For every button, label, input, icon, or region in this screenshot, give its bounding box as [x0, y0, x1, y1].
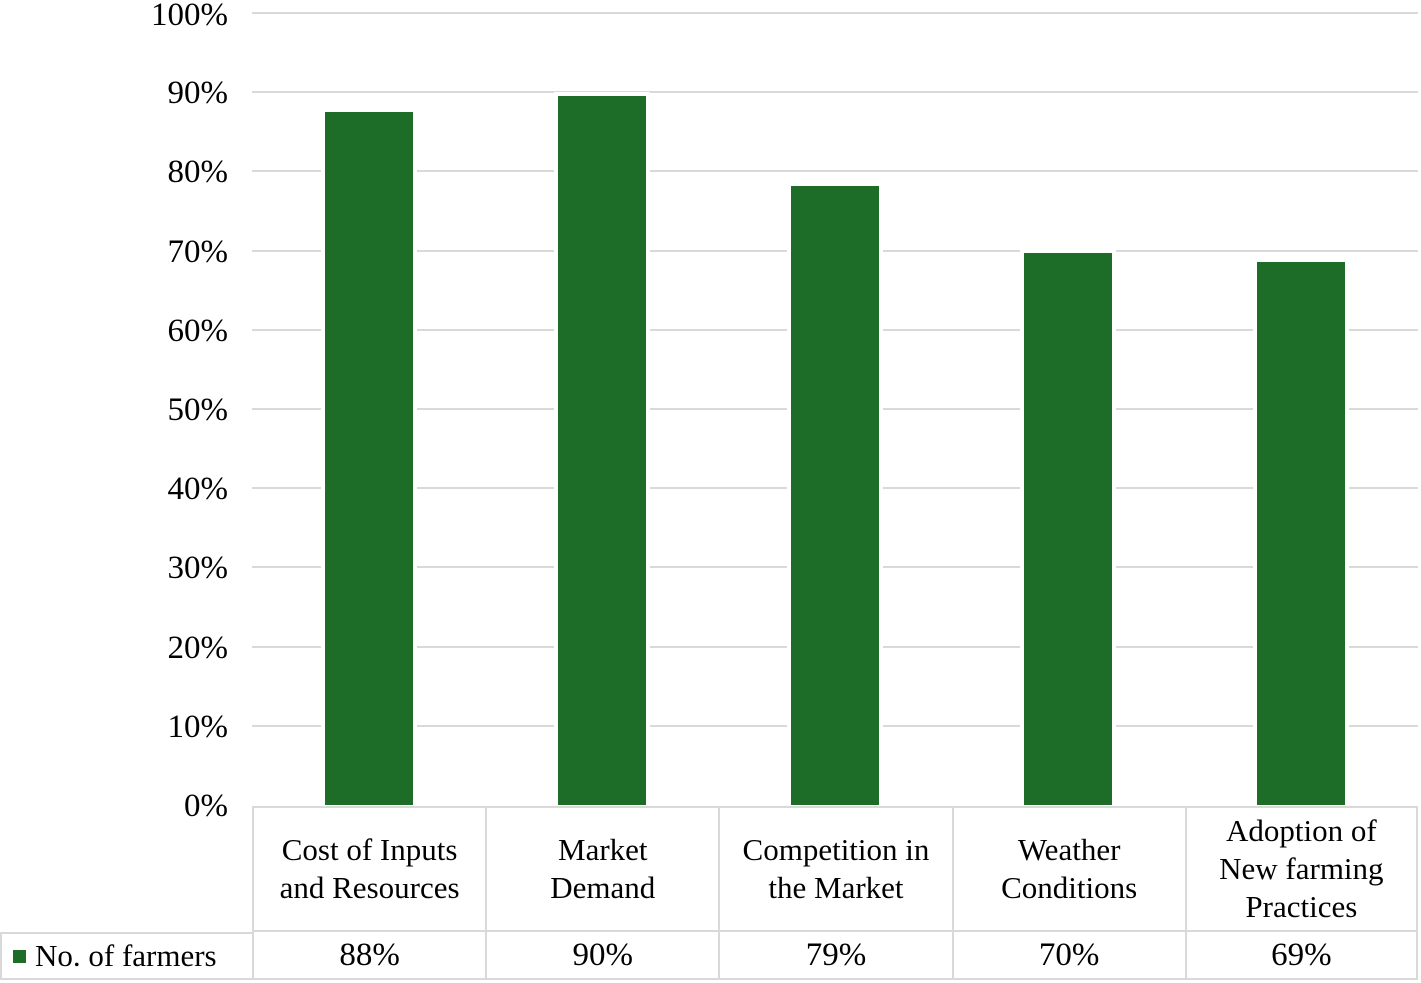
bar — [787, 182, 883, 805]
category-cell: Market Demand — [485, 806, 719, 932]
y-axis-tick-label: 60% — [167, 312, 229, 349]
bar — [1020, 248, 1117, 805]
y-axis-tick-label: 20% — [167, 629, 229, 666]
gridline — [252, 170, 1418, 173]
y-axis-tick-label: 100% — [151, 0, 228, 33]
category-header-row: Cost of Inputs and Resources Market Deman… — [0, 806, 1418, 932]
bar — [553, 92, 650, 805]
category-cell: Adoption of New farming Practices — [1184, 806, 1418, 932]
category-cell: Competition in the Market — [718, 806, 952, 932]
value-cell: 88% — [252, 932, 486, 980]
y-axis-tick-label: 30% — [167, 550, 229, 587]
value-cell: 69% — [1184, 932, 1418, 980]
value-cell: 70% — [951, 932, 1185, 980]
value-row: No. of farmers 88% 90% 79% 70% 69% — [0, 932, 1418, 980]
value-cell: 79% — [718, 932, 952, 980]
series-legend-marker-icon — [13, 949, 26, 963]
y-axis-tick-label: 70% — [167, 233, 229, 270]
value-cell: 90% — [485, 932, 719, 980]
category-cell: Weather Conditions — [951, 806, 1185, 932]
y-axis-tick-label: 90% — [167, 75, 229, 112]
y-axis-tick-label: 50% — [167, 392, 229, 428]
category-cell: Cost of Inputs and Resources — [252, 806, 486, 932]
series-legend-label: No. of farmers — [35, 938, 217, 973]
table-corner-spacer — [0, 806, 252, 932]
gridline — [252, 12, 1418, 14]
legend-cell: No. of farmers — [0, 932, 252, 980]
gridline — [252, 91, 1418, 94]
y-axis-tick-label: 0% — [184, 788, 228, 824]
data-table: Cost of Inputs and Resources Market Deman… — [0, 806, 1418, 980]
bar — [1253, 258, 1350, 805]
y-axis-tick-label: 10% — [167, 708, 229, 745]
bar — [320, 108, 417, 805]
y-axis-tick-label: 40% — [167, 471, 229, 508]
y-axis-tick-label: 80% — [167, 154, 229, 191]
